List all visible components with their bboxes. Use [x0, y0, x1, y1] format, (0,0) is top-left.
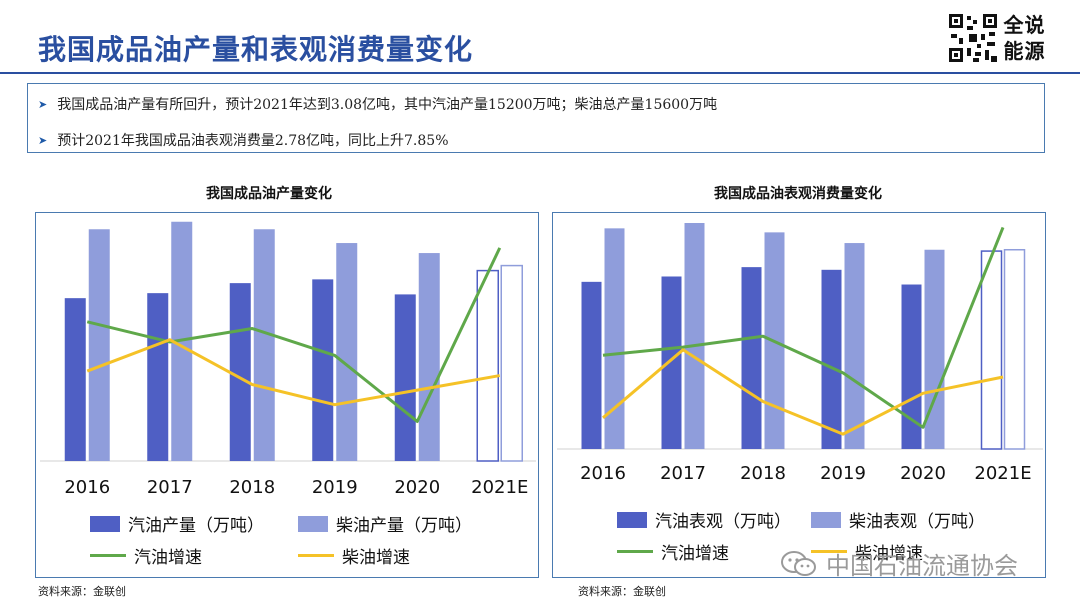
summary-box: ➤ 我国成品油产量有所回升，预计2021年达到3.08亿吨，其中汽油产量15200… — [27, 83, 1045, 153]
bar-0-2019 — [312, 279, 334, 461]
watermark: 中国石油流通协会 — [780, 546, 1018, 581]
bar-1-2019 — [336, 243, 358, 461]
bar-1-2017 — [684, 223, 705, 449]
chart-title-consumption: 我国成品油表观消费量变化 — [714, 186, 882, 202]
bar-1-2016 — [604, 228, 625, 449]
production-chart: 2016 2017 2018 2019 2020 2021E — [40, 221, 536, 498]
arrow-bullet-icon: ➤ — [38, 98, 48, 111]
page-title: 我国成品油产量和表观消费量变化 — [38, 33, 474, 66]
legend-item: 汽油增速 — [617, 539, 729, 564]
x-tick-label: 2016 — [64, 477, 110, 498]
chart-panel-consumption: 2016 2017 2018 2019 2020 2021E 汽油表观（万吨） 柴油表观（… — [552, 212, 1046, 578]
bar-0-2017 — [147, 293, 169, 461]
consumption-chart: 2016 2017 2018 2019 2020 2021E — [557, 223, 1043, 484]
legend-swatch — [811, 550, 847, 553]
line-series-1 — [602, 348, 1004, 436]
legend-item: 柴油增速 — [298, 543, 410, 568]
chart-panel-production: 2016 2017 2018 2019 2020 2021E 汽油产量（万吨） 柴油产量（… — [35, 212, 539, 578]
title-divider — [0, 72, 1080, 74]
bar-0-2021E — [980, 250, 1003, 450]
x-tick-label: 2017 — [147, 477, 193, 498]
bar-0-2020 — [901, 284, 922, 449]
watermark-text: 中国石油流通协会 — [826, 552, 1018, 580]
bar-0-2021E — [476, 269, 499, 462]
arrow-bullet-icon: ➤ — [38, 134, 48, 147]
line-series-0 — [602, 226, 1005, 429]
bar-1-2018 — [253, 229, 275, 461]
bar-0-2017 — [661, 276, 682, 449]
source-note: 资料来源：金联创 — [38, 585, 126, 598]
bullet-item: ➤ 我国成品油产量有所回升，预计2021年达到3.08亿吨，其中汽油产量15200… — [38, 97, 718, 113]
x-tick-label: 2020 — [900, 463, 946, 484]
x-tick-label: 2017 — [660, 463, 706, 484]
x-tick-label: 2019 — [820, 463, 866, 484]
legend-swatch — [617, 511, 647, 528]
legend-item: 汽油增速 — [90, 543, 202, 568]
bar-0-2019 — [821, 269, 842, 449]
bullet-item: ➤ 预计2021年我国成品油表观消费量2.78亿吨，同比上升7.85% — [38, 133, 449, 149]
bar-0-2018 — [229, 283, 251, 461]
bar-0-2018 — [741, 267, 762, 449]
legend-swatch — [811, 511, 841, 528]
wechat-icon — [781, 550, 816, 576]
bar-1-2021E — [500, 264, 523, 462]
x-tick-label: 2018 — [229, 477, 275, 498]
line-series-1 — [86, 338, 501, 407]
bar-1-2021E — [1003, 248, 1026, 450]
bar-1-2020 — [924, 249, 945, 449]
x-tick-label: 2016 — [580, 463, 626, 484]
bar-0-2020 — [394, 294, 416, 461]
bar-0-2016 — [581, 281, 602, 449]
legend-swatch — [90, 554, 126, 557]
logo: 全说能源 — [947, 12, 1047, 67]
x-tick-label: 2018 — [740, 463, 786, 484]
x-tick-label: 2021E — [471, 477, 528, 498]
legend-item: 汽油产量（万吨） — [90, 511, 264, 536]
legend-item: 柴油产量（万吨） — [298, 511, 472, 536]
x-tick-label: 2021E — [974, 463, 1031, 484]
x-tick-label: 2019 — [312, 477, 358, 498]
x-tick-label: 2020 — [394, 477, 440, 498]
chart-title-production: 我国成品油产量变化 — [206, 186, 332, 202]
legend-item: 柴油增速 — [811, 539, 923, 564]
qr-code-icon — [947, 12, 999, 64]
legend-swatch — [90, 515, 120, 532]
bar-0-2016 — [64, 298, 86, 461]
legend-item: 柴油表观（万吨） — [811, 507, 985, 532]
legend-swatch — [298, 515, 328, 532]
bar-1-2016 — [88, 229, 110, 461]
source-note: 资料来源：金联创 — [578, 585, 666, 598]
bar-1-2020 — [418, 253, 440, 461]
legend-item: 汽油表观（万吨） — [617, 507, 791, 532]
bar-1-2019 — [844, 243, 865, 449]
logo-text: 全说能源 — [1003, 13, 1045, 63]
legend-swatch — [298, 554, 334, 557]
legend-swatch — [617, 550, 653, 553]
line-series-0 — [86, 247, 502, 423]
